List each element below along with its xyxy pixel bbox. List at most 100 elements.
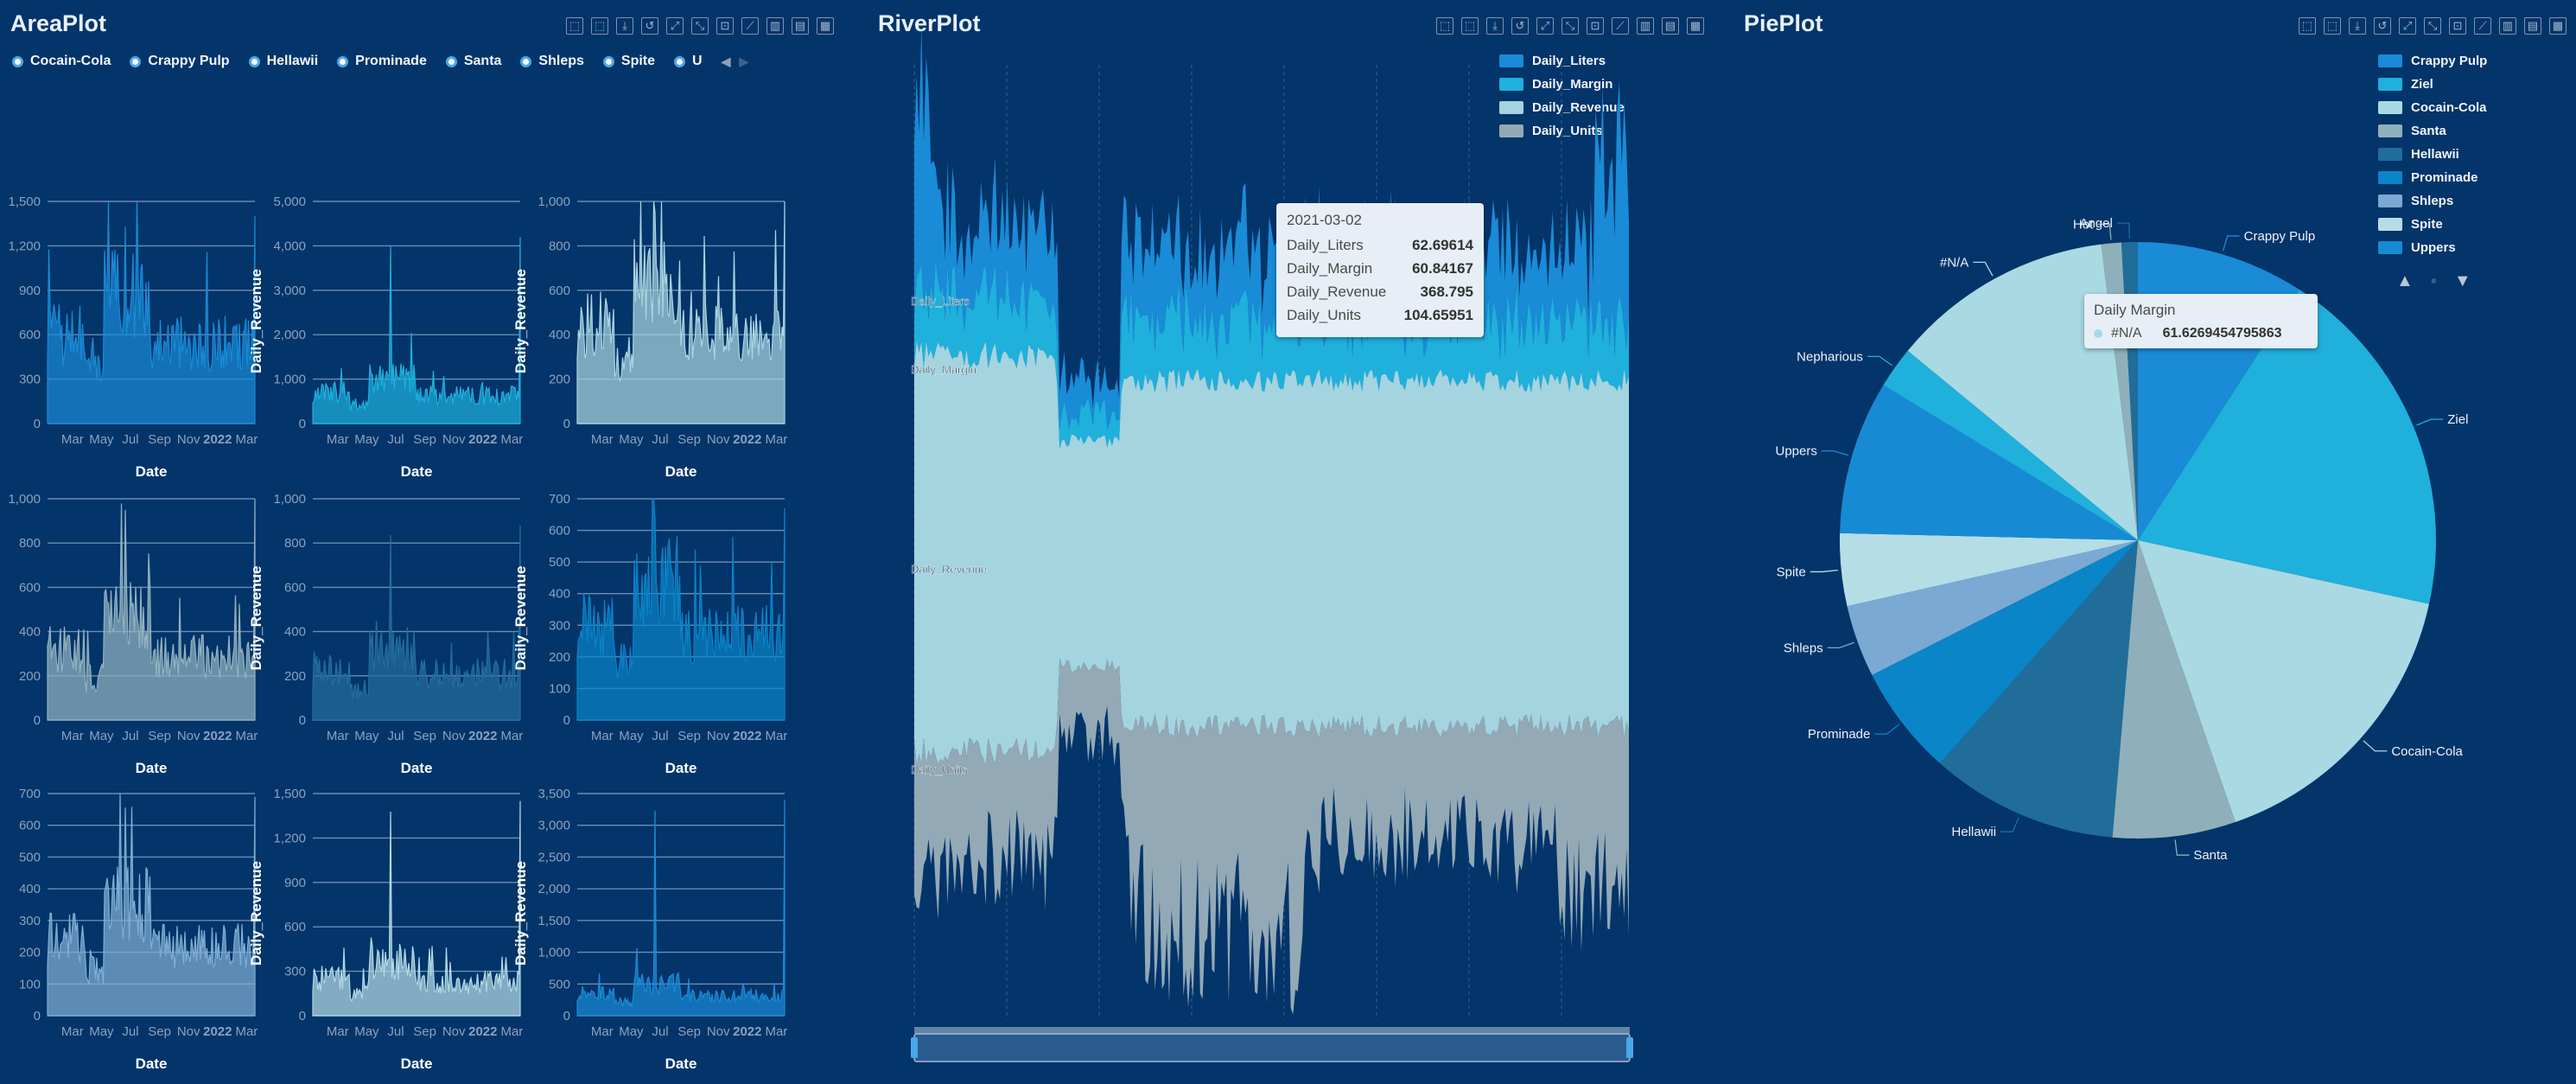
stack-icon[interactable]: ▤ — [1662, 17, 1679, 35]
y-tick-label: 1,000 — [8, 492, 41, 507]
select-icon[interactable]: ⊡ — [716, 17, 734, 35]
legend-item[interactable]: Santa — [445, 54, 501, 69]
legend-item[interactable]: Daily_Margin — [1499, 73, 1625, 96]
pager-down-icon[interactable]: ▼ — [2453, 271, 2471, 290]
legend-swatch — [2378, 241, 2402, 254]
datazoom-handle-right[interactable] — [1626, 1037, 1633, 1058]
legend-item[interactable]: Hellawii — [248, 54, 318, 69]
restore-icon[interactable]: ↺ — [2374, 17, 2391, 35]
restore-icon[interactable]: ↺ — [641, 17, 658, 35]
datazoom-handle-left[interactable] — [911, 1037, 918, 1058]
legend-item[interactable]: Ziel — [2378, 73, 2487, 96]
legend-item[interactable]: Spite — [602, 54, 655, 69]
legend-item[interactable]: Prominade — [2378, 166, 2487, 189]
legend-item[interactable]: Cocain-Cola — [2378, 96, 2487, 119]
line-icon[interactable]: ⟋ — [1612, 17, 1629, 35]
legend-swatch — [2378, 101, 2402, 114]
pie-slice[interactable] — [1847, 540, 2139, 675]
legend-item[interactable]: Cocain-Cola — [12, 54, 111, 69]
legend-item[interactable]: Hellawii — [2378, 143, 2487, 166]
zoom-reset-icon[interactable]: ⤡ — [2424, 17, 2441, 35]
bar-icon[interactable]: ▥ — [766, 17, 784, 35]
legend-dot-icon — [12, 55, 23, 67]
bar-icon[interactable]: ▥ — [2499, 17, 2516, 35]
legend-item[interactable]: Daily_Units — [1499, 119, 1625, 143]
y-tick-label: 0 — [299, 713, 306, 728]
x-tick-label: Jul — [122, 729, 138, 743]
pie-slice[interactable] — [2138, 540, 2429, 822]
save-icon[interactable]: ⤓ — [2349, 17, 2366, 35]
y-tick-label: 0 — [34, 417, 41, 431]
y-tick-label: 100 — [549, 681, 570, 696]
select-icon[interactable]: ⊡ — [1587, 17, 1604, 35]
pie-slice[interactable] — [1872, 540, 2138, 763]
legend-item[interactable]: Crappy Pulp — [2378, 49, 2487, 73]
zoom-icon[interactable]: ⤢ — [666, 17, 684, 35]
legend-item[interactable]: Prominade — [337, 54, 427, 69]
legend-dot-icon — [130, 55, 142, 67]
legend-prev-icon[interactable]: ◀ — [721, 54, 731, 68]
zoom-icon[interactable]: ⤢ — [2399, 17, 2416, 35]
pie-slice[interactable] — [1939, 540, 2138, 838]
x-tick-label: Mar — [235, 432, 258, 447]
legend-item[interactable]: Daily_Liters — [1499, 49, 1625, 73]
x-tick-label: 2022 — [203, 1024, 232, 1039]
brush-rect-icon[interactable]: ⬚ — [2299, 17, 2316, 35]
pie-chart: Crappy Pulp Ziel Cocain-Cola Santa Hellawii P… — [1775, 216, 2468, 863]
legend-swatch — [2378, 218, 2402, 231]
pie-slice[interactable] — [1907, 244, 2138, 540]
line-icon[interactable]: ⟋ — [2474, 17, 2491, 35]
legend-item[interactable]: Uppers — [2378, 236, 2487, 259]
tooltip-series-name: Daily_Revenue — [1287, 284, 1387, 300]
pie-slice[interactable] — [1883, 350, 2138, 540]
zoom-reset-icon[interactable]: ⤡ — [1562, 17, 1579, 35]
y-tick-label: 600 — [549, 524, 570, 539]
x-tick-label: Jul — [122, 432, 138, 447]
restore-icon[interactable]: ↺ — [1511, 17, 1529, 35]
zoom-icon[interactable]: ⤢ — [1536, 17, 1554, 35]
select-icon[interactable]: ⊡ — [2449, 17, 2466, 35]
legend-next-icon[interactable]: ▶ — [739, 54, 749, 68]
legend-swatch — [2378, 171, 2402, 184]
area-series — [47, 793, 256, 1017]
save-icon[interactable]: ⤓ — [616, 17, 633, 35]
x-axis-label: Date — [401, 760, 433, 776]
legend-item[interactable]: Shleps — [2378, 189, 2487, 213]
brush-polygon-icon[interactable]: ⬚ — [591, 17, 608, 35]
brush-polygon-icon[interactable]: ⬚ — [1461, 17, 1479, 35]
stack-icon[interactable]: ▤ — [2524, 17, 2541, 35]
y-tick-label: 0 — [563, 1009, 570, 1023]
x-tick-label: May — [354, 1024, 379, 1039]
pie-slice[interactable] — [2112, 540, 2236, 839]
legend-item[interactable]: Spite — [2378, 213, 2487, 236]
brush-polygon-icon[interactable]: ⬚ — [2324, 17, 2341, 35]
line-icon[interactable]: ⟋ — [741, 17, 759, 35]
legend-item[interactable]: U — [674, 54, 703, 69]
tooltip-series-value: 104.65951 — [1403, 307, 1473, 323]
pie-slice[interactable] — [2138, 290, 2436, 604]
y-tick-label: 3,500 — [537, 787, 570, 801]
pie-slice[interactable] — [1840, 385, 2138, 541]
legend-item[interactable]: Crappy Pulp — [130, 54, 230, 69]
x-tick-label: Sep — [677, 1024, 701, 1039]
tiled-icon[interactable]: ▦ — [817, 17, 834, 35]
pager-up-icon[interactable]: ▲ — [2396, 271, 2414, 290]
datazoom-slider[interactable] — [913, 1033, 1631, 1062]
x-tick-label: Sep — [148, 432, 171, 447]
brush-rect-icon[interactable]: ⬚ — [566, 17, 583, 35]
tiled-icon[interactable]: ▦ — [2549, 17, 2566, 35]
tiled-icon[interactable]: ▦ — [1687, 17, 1704, 35]
x-tick-label: Sep — [148, 1024, 171, 1039]
area-chart: 0 500 1,000 1,500 2,000 2,500 3,000 3,500 Mar May… — [512, 787, 787, 1072]
pie-slice-label: Ziel — [2447, 412, 2468, 427]
legend-item[interactable]: Shleps — [520, 54, 584, 69]
legend-label: Crappy Pulp — [2411, 54, 2488, 68]
bar-icon[interactable]: ▥ — [1637, 17, 1654, 35]
pie-slice[interactable] — [1840, 532, 2138, 607]
save-icon[interactable]: ⤓ — [1486, 17, 1504, 35]
zoom-reset-icon[interactable]: ⤡ — [691, 17, 709, 35]
legend-item[interactable]: Daily_Revenue — [1499, 96, 1625, 119]
stack-icon[interactable]: ▤ — [792, 17, 809, 35]
brush-rect-icon[interactable]: ⬚ — [1436, 17, 1453, 35]
legend-item[interactable]: Santa — [2378, 119, 2487, 143]
